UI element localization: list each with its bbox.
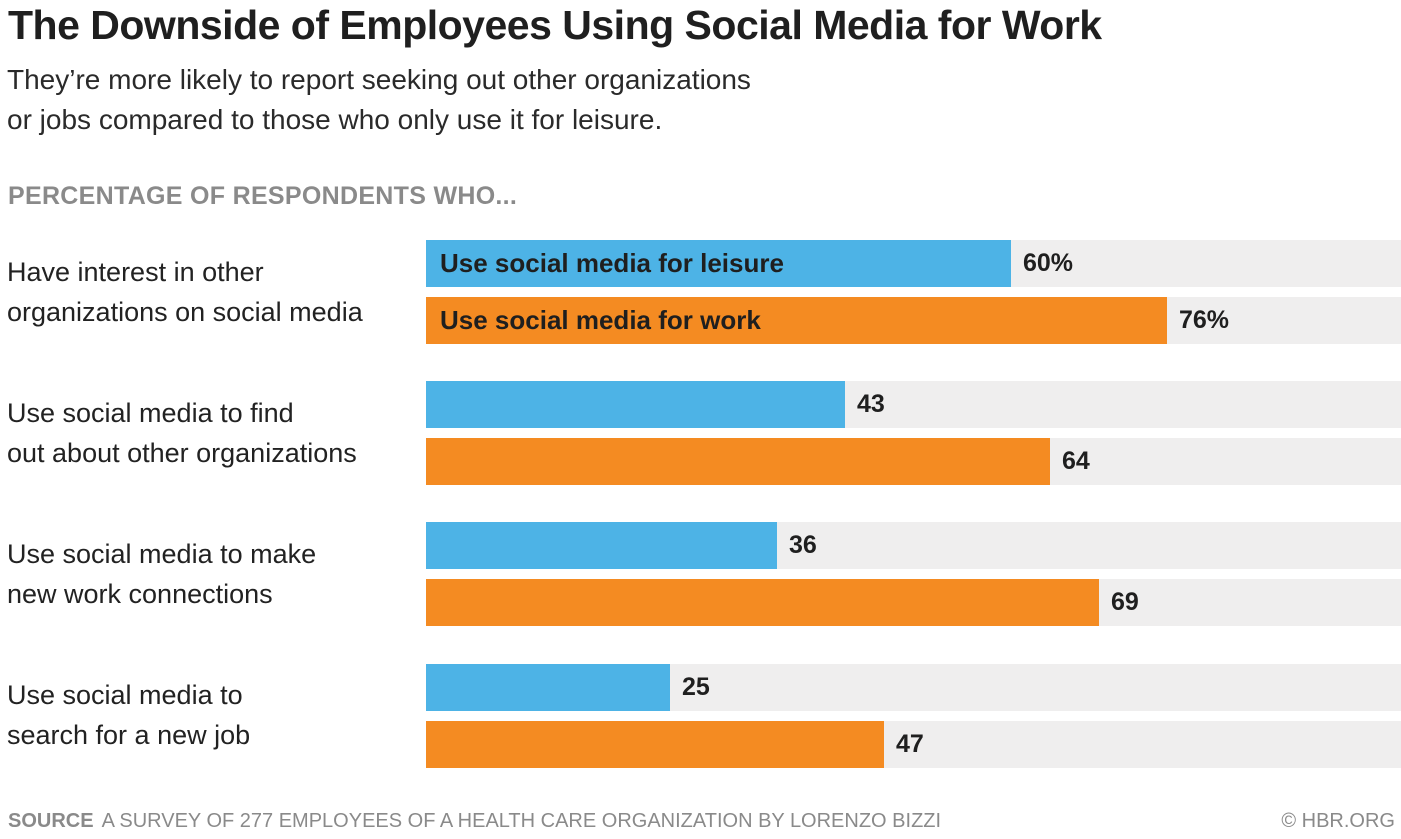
- value-label: 47: [896, 730, 924, 758]
- bar-track: 43: [426, 381, 1401, 428]
- category-label: Use social media to find out about other …: [7, 393, 357, 473]
- value-label: 69: [1111, 588, 1139, 616]
- category-label: Use social media to search for a new job: [7, 675, 250, 755]
- bar-leisure: [426, 664, 670, 711]
- value-label: 25: [682, 673, 710, 701]
- category-label: Have interest in other organizations on s…: [7, 252, 363, 332]
- category-label-line: out about other organizations: [7, 438, 357, 468]
- chart-kicker: PERCENTAGE OF RESPONDENTS WHO...: [8, 182, 518, 210]
- legend-label: Use social media for work: [440, 305, 761, 335]
- bar-work: [426, 438, 1050, 485]
- subtitle-line-1: They’re more likely to report seeking ou…: [7, 64, 751, 95]
- bar-leisure: Use social media for leisure: [426, 240, 1011, 287]
- source-label: SOURCE: [8, 810, 94, 832]
- bar-track: 25: [426, 664, 1401, 711]
- bar-leisure: [426, 522, 777, 569]
- category-label-line: Have interest in other: [7, 257, 264, 287]
- chart-title: The Downside of Employees Using Social M…: [8, 2, 1102, 48]
- bar-work: [426, 721, 884, 768]
- value-label: 76%: [1179, 306, 1230, 334]
- bar-track: 36: [426, 522, 1401, 569]
- value-label: 36: [789, 531, 817, 559]
- legend-label: Use social media for leisure: [440, 248, 784, 278]
- credit: © HBR.ORG: [1281, 810, 1395, 832]
- source-text: A SURVEY OF 277 EMPLOYEES OF A HEALTH CA…: [101, 810, 942, 832]
- value-label: 60%: [1023, 249, 1074, 277]
- bar-track: 69: [426, 579, 1401, 626]
- category-label-line: Use social media to find: [7, 398, 294, 428]
- bar-work: Use social media for work: [426, 297, 1167, 344]
- bar-track: 64: [426, 438, 1401, 485]
- category-label: Use social media to make new work connect…: [7, 534, 316, 614]
- value-label: 43: [857, 390, 885, 418]
- subtitle-line-2: or jobs compared to those who only use i…: [7, 104, 663, 135]
- value-label: 64: [1062, 447, 1090, 475]
- bar-track: Use social media for leisure 60%: [426, 240, 1401, 287]
- source-note: SOURCE A SURVEY OF 277 EMPLOYEES OF A HEA…: [8, 810, 941, 833]
- bar-track: Use social media for work 76%: [426, 297, 1401, 344]
- bar-work: [426, 579, 1099, 626]
- category-label-line: Use social media to make: [7, 539, 317, 569]
- category-label-line: new work connections: [7, 579, 273, 609]
- category-label-line: organizations on social media: [7, 297, 363, 327]
- bar-leisure: [426, 381, 845, 428]
- category-label-line: Use social media to: [7, 680, 243, 710]
- chart-subtitle: They’re more likely to report seeking ou…: [7, 60, 867, 140]
- bar-track: 47: [426, 721, 1401, 768]
- category-label-line: search for a new job: [7, 720, 251, 750]
